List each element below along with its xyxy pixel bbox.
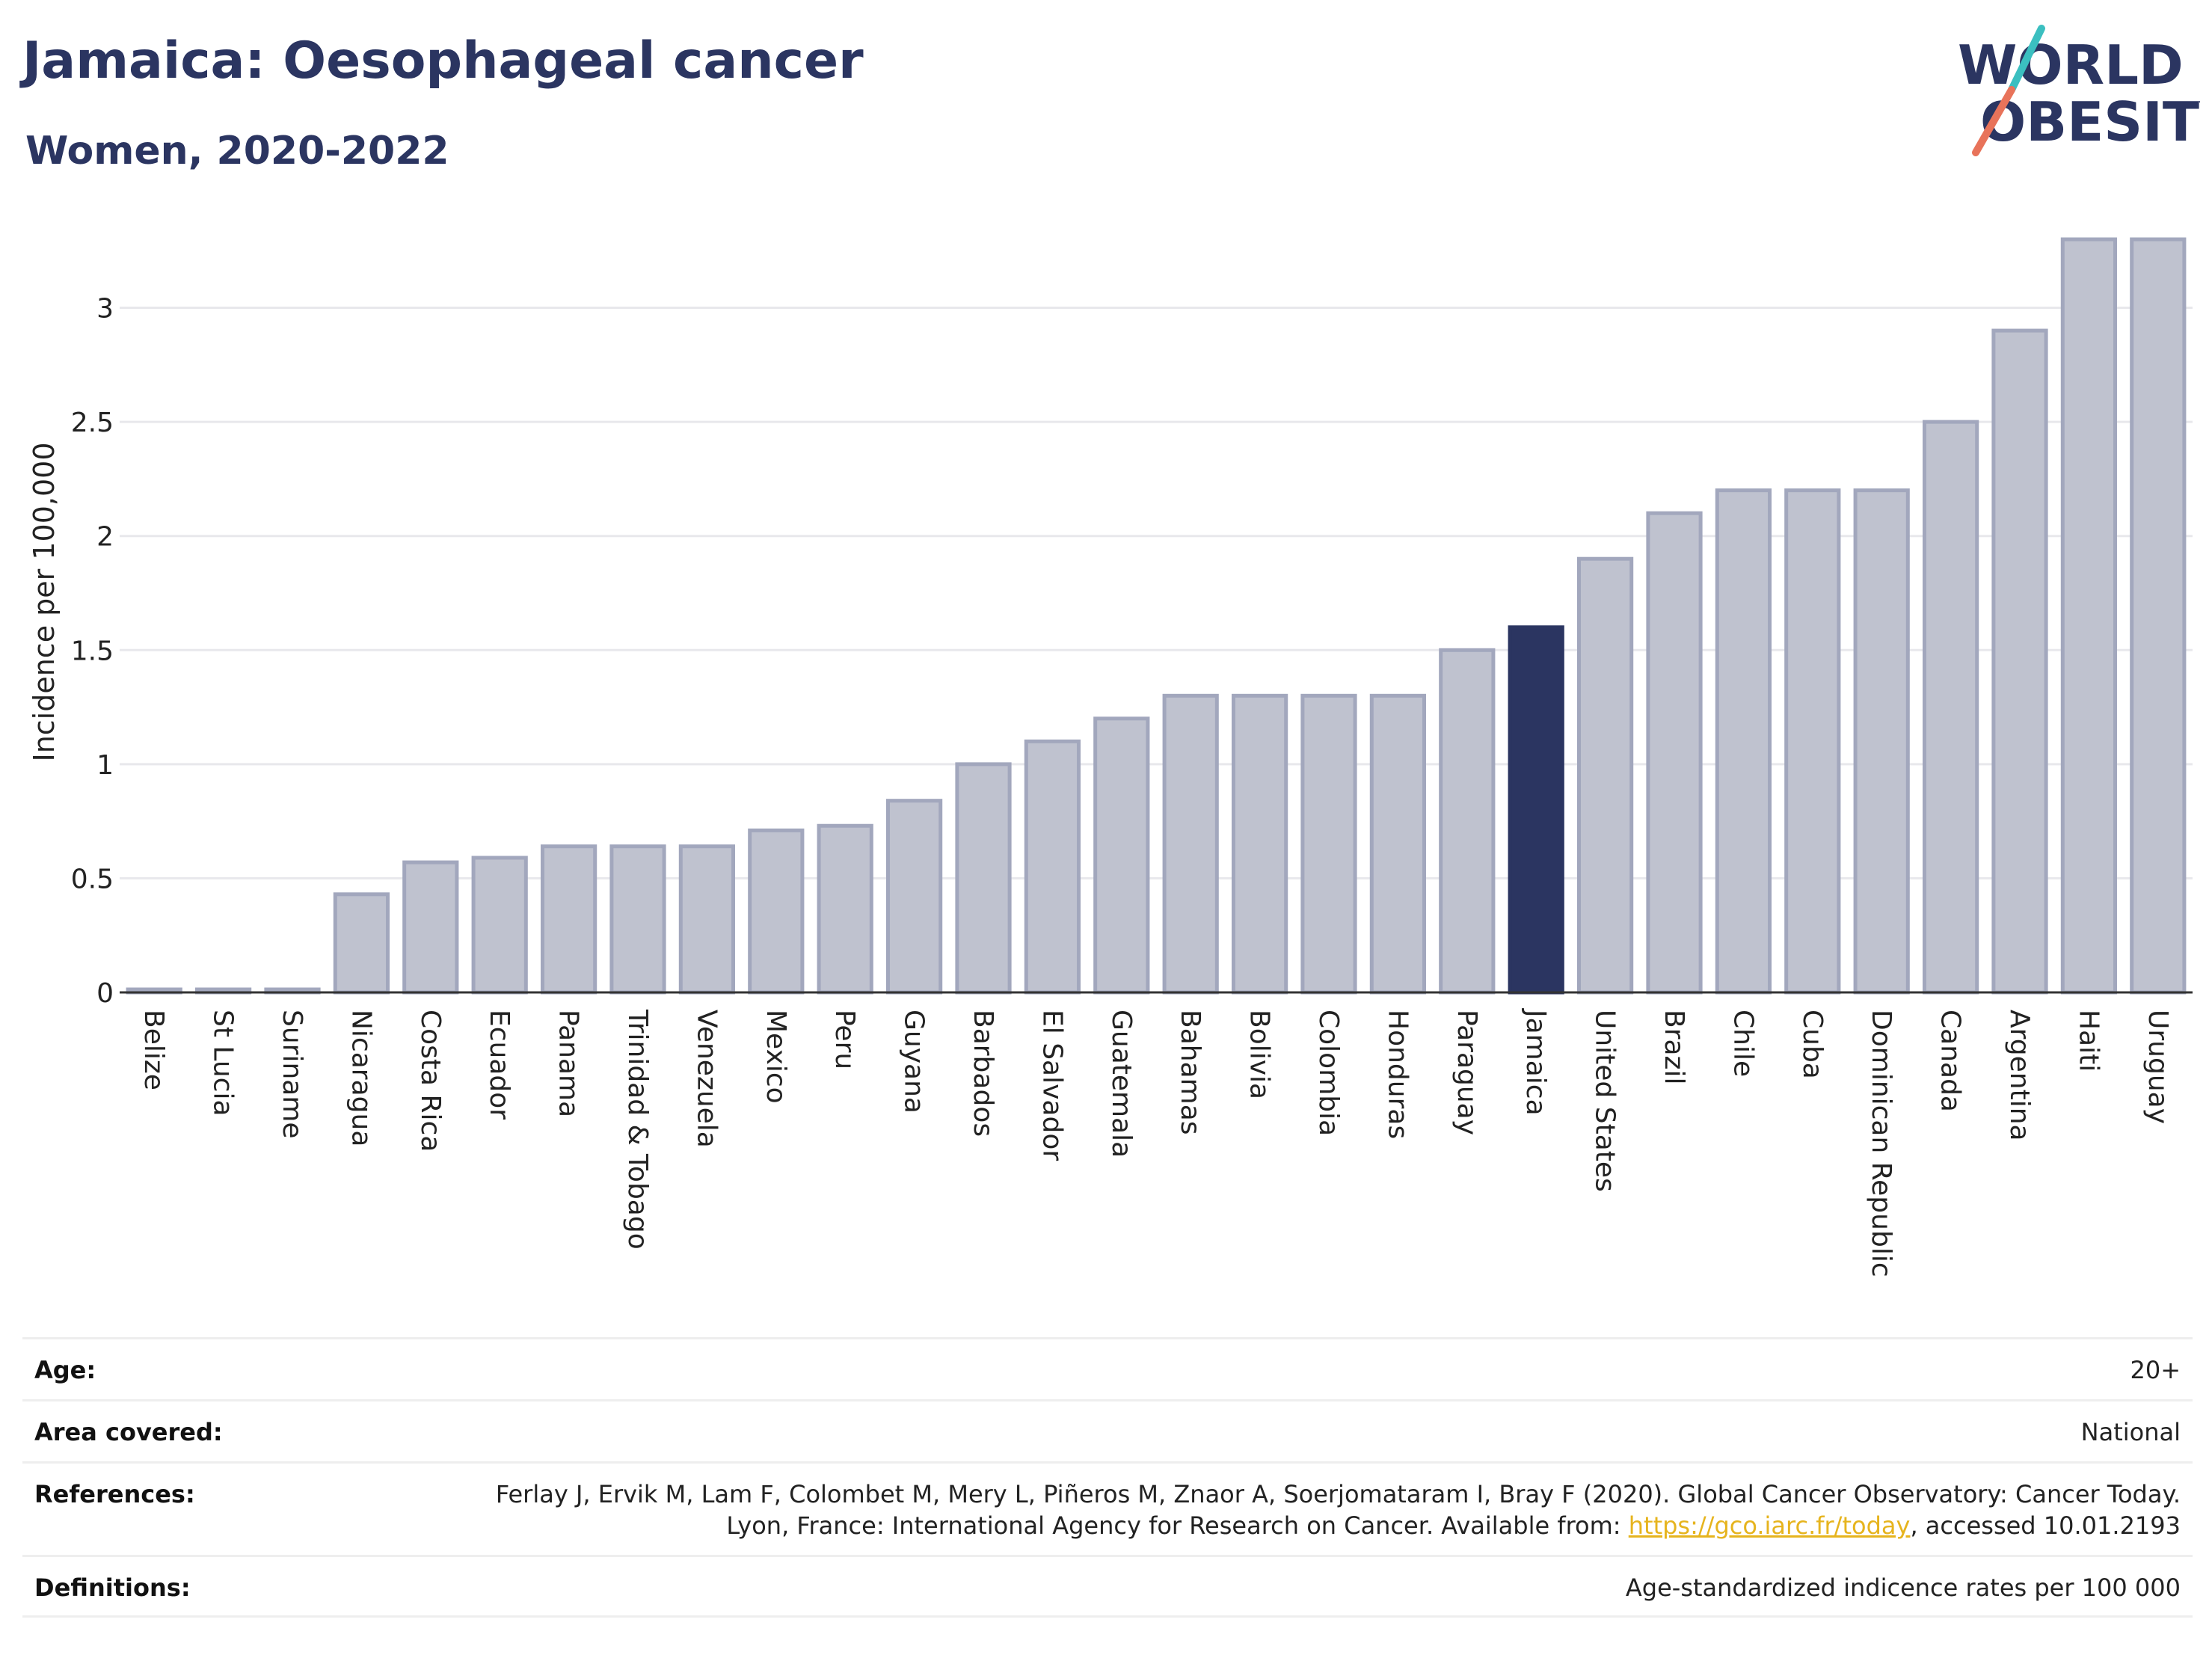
- x-tick-label: Guyana: [899, 1010, 930, 1114]
- x-tick-label: Canada: [1935, 1010, 1966, 1112]
- bar-paraguay: [1439, 648, 1496, 995]
- info-row-definitions: Definitions: Age-standardized indicence …: [22, 1555, 2193, 1615]
- y-tick-label: 2: [96, 522, 114, 553]
- info-row-area: Area covered: National: [22, 1399, 2193, 1461]
- x-tick-label: United States: [1590, 1010, 1620, 1192]
- bar-jamaica: [1508, 625, 1564, 995]
- bar-el-salvador: [1024, 739, 1081, 995]
- age-label: Age:: [34, 1356, 96, 1384]
- y-tick-labels: 0 0.5 1 1.5 2 2.5 3: [71, 294, 114, 1009]
- bar-united-states: [1576, 556, 1634, 995]
- x-tick-label: Panama: [553, 1010, 584, 1117]
- y-tick-label: 0.5: [71, 864, 114, 894]
- x-tick-label: Nicaragua: [345, 1010, 376, 1146]
- area-value: National: [2080, 1418, 2181, 1446]
- x-tick-label: Brazil: [1659, 1010, 1689, 1084]
- references-value: Ferlay J, Ervik M, Lam F, Colombet M, Me…: [476, 1479, 2181, 1541]
- y-tick-label: 1: [96, 750, 114, 781]
- x-tick-labels: Belize St Lucia Suriname Nicaragua Costa Ric…: [138, 1008, 2173, 1277]
- x-tick-label: Cuba: [1797, 1010, 1828, 1079]
- bar-cuba: [1784, 488, 1841, 995]
- age-value: 20+: [2130, 1356, 2181, 1384]
- bar-honduras: [1369, 693, 1427, 995]
- bar-nicaragua: [333, 892, 390, 995]
- x-tick-label: Bahamas: [1175, 1010, 1205, 1135]
- definitions-value: Age-standardized indicence rates per 100…: [1625, 1573, 2181, 1602]
- x-tick-label: Costa Rica: [415, 1010, 446, 1152]
- info-row-references: References: Ferlay J, Ervik M, Lam F, Co…: [22, 1461, 2193, 1555]
- info-row-age: Age: 20+: [22, 1337, 2193, 1399]
- x-tick-label: Suriname: [277, 1010, 307, 1139]
- bar-uruguay: [2130, 237, 2187, 995]
- bar-colombia: [1300, 693, 1357, 995]
- grid-lines: [120, 307, 2193, 879]
- bar-trinidad-tobago: [609, 844, 666, 995]
- logo-line-2: OBESITY: [1980, 90, 2200, 153]
- x-tick-label: Dominican Republic: [1866, 1010, 1896, 1277]
- info-bottom-border: [22, 1615, 2193, 1618]
- references-label: References:: [34, 1480, 195, 1508]
- bar-argentina: [1991, 328, 2048, 995]
- x-tick-label: El Salvador: [1036, 1010, 1067, 1161]
- x-tick-label: Barbados: [968, 1010, 998, 1137]
- x-tick-label: Venezuela: [691, 1010, 722, 1148]
- bar-canada: [1922, 420, 1979, 995]
- x-tick-label: Honduras: [1382, 1010, 1413, 1139]
- bar-haiti: [2060, 237, 2118, 995]
- y-tick-label: 0: [96, 978, 114, 1009]
- bar-dominican-republic: [1853, 488, 1910, 995]
- bar-ecuador: [471, 856, 528, 995]
- x-tick-label: Belize: [138, 1010, 169, 1090]
- logo-line-1: WORLD: [1958, 34, 2184, 96]
- x-tick-label: Peru: [829, 1010, 860, 1069]
- bar-brazil: [1646, 511, 1703, 995]
- x-tick-label: Jamaica: [1520, 1008, 1551, 1116]
- x-tick-label: Trinidad & Tobago: [622, 1009, 653, 1250]
- y-tick-label: 2.5: [71, 408, 114, 438]
- area-label: Area covered:: [34, 1418, 223, 1446]
- x-tick-label: Chile: [1727, 1010, 1758, 1077]
- x-tick-label: Uruguay: [2142, 1010, 2173, 1124]
- chart-title: Jamaica: Oesophageal cancer: [22, 31, 864, 90]
- bar-bahamas: [1162, 693, 1219, 995]
- x-tick-label: St Lucia: [208, 1010, 239, 1117]
- bar-guyana: [885, 799, 943, 995]
- references-text-2: , accessed 10.01.2193: [1910, 1511, 2181, 1540]
- references-text-1: Ferlay J, Ervik M, Lam F, Colombet M, Me…: [495, 1480, 2181, 1540]
- x-tick-label: Mexico: [761, 1010, 791, 1104]
- logo-slash-teal: [2008, 25, 2045, 93]
- definitions-label: Definitions:: [34, 1573, 191, 1602]
- bar-mexico: [748, 828, 805, 995]
- bar-costa-rica: [402, 860, 459, 995]
- y-tick-label: 3: [96, 294, 114, 325]
- logo-slash-coral: [1972, 86, 2015, 156]
- bar-chile: [1715, 488, 1772, 995]
- x-tick-label: Guatemala: [1106, 1010, 1137, 1158]
- x-tick-label: Ecuador: [484, 1010, 514, 1120]
- references-link[interactable]: https://gco.iarc.fr/today: [1628, 1511, 1911, 1540]
- x-tick-label: Argentina: [2004, 1010, 2035, 1141]
- bar-guatemala: [1093, 716, 1150, 995]
- x-tick-label: Bolivia: [1244, 1010, 1275, 1099]
- bar-bolivia: [1231, 693, 1288, 995]
- bars: [126, 237, 2187, 995]
- x-tick-label: Colombia: [1313, 1010, 1344, 1136]
- bar-peru: [817, 823, 873, 995]
- x-tick-label: Paraguay: [1451, 1010, 1482, 1135]
- x-tick-label: Haiti: [2073, 1010, 2104, 1072]
- bar-panama: [540, 844, 597, 995]
- y-tick-label: 1.5: [71, 636, 114, 666]
- chart-subtitle: Women, 2020-2022: [25, 129, 449, 174]
- y-axis-label: Incidence per 100,000: [28, 442, 61, 761]
- bar-barbados: [955, 762, 1012, 995]
- world-obesity-logo: WORLD OBESITY: [1958, 25, 2200, 156]
- bar-chart: Belize St Lucia Suriname Nicaragua Costa Ric…: [28, 237, 2193, 1277]
- bar-venezuela: [678, 844, 736, 995]
